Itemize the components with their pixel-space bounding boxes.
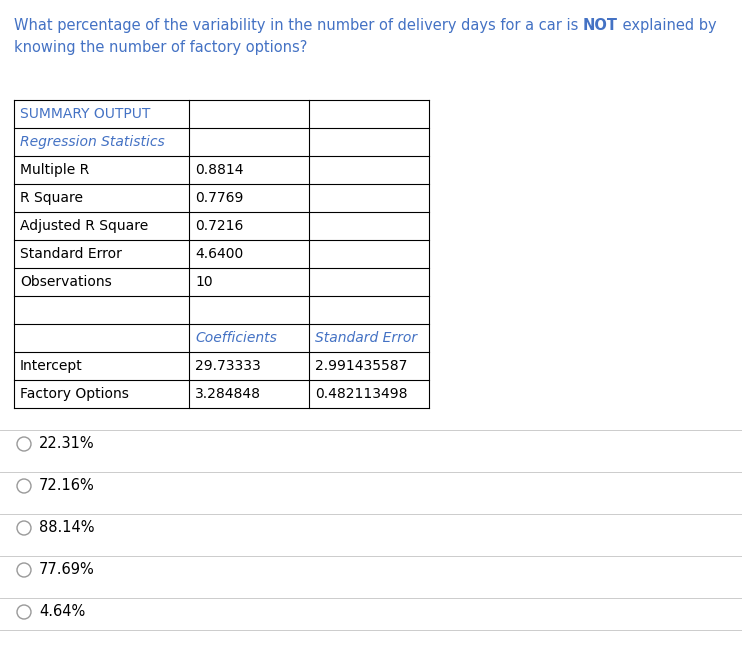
Text: Adjusted R Square: Adjusted R Square (20, 219, 148, 233)
Text: 0.482113498: 0.482113498 (315, 387, 407, 401)
Text: 22.31%: 22.31% (39, 436, 95, 451)
Text: NOT: NOT (583, 18, 618, 33)
Text: 0.8814: 0.8814 (195, 163, 243, 177)
Text: 2.991435587: 2.991435587 (315, 359, 407, 373)
Text: Standard Error: Standard Error (20, 247, 122, 261)
Text: 4.64%: 4.64% (39, 605, 85, 619)
Text: Coefficients: Coefficients (195, 331, 277, 345)
Text: knowing the number of factory options?: knowing the number of factory options? (14, 40, 307, 55)
Text: 0.7216: 0.7216 (195, 219, 243, 233)
Text: Multiple R: Multiple R (20, 163, 89, 177)
Text: Factory Options: Factory Options (20, 387, 129, 401)
Text: 72.16%: 72.16% (39, 479, 95, 494)
Text: R Square: R Square (20, 191, 83, 205)
Text: Regression Statistics: Regression Statistics (20, 135, 165, 149)
Text: 4.6400: 4.6400 (195, 247, 243, 261)
Text: 0.7769: 0.7769 (195, 191, 243, 205)
Text: Standard Error: Standard Error (315, 331, 417, 345)
Text: 3.284848: 3.284848 (195, 387, 261, 401)
Text: What percentage of the variability in the number of delivery days for a car is: What percentage of the variability in th… (14, 18, 583, 33)
Text: explained by: explained by (618, 18, 717, 33)
Text: Intercept: Intercept (20, 359, 83, 373)
Text: Observations: Observations (20, 275, 112, 289)
Text: 88.14%: 88.14% (39, 520, 94, 535)
Text: 77.69%: 77.69% (39, 563, 95, 578)
Text: 29.73333: 29.73333 (195, 359, 260, 373)
Text: 10: 10 (195, 275, 213, 289)
Text: SUMMARY OUTPUT: SUMMARY OUTPUT (20, 107, 151, 121)
